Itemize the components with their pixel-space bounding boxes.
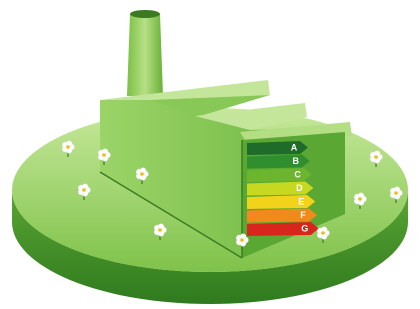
flower-center xyxy=(394,191,398,195)
flower-center xyxy=(374,155,378,159)
illustration: ABCDEFG xyxy=(0,0,420,309)
energy-class: C xyxy=(294,169,301,179)
flower-center xyxy=(321,231,325,235)
energy-bar xyxy=(247,168,312,182)
flower-center xyxy=(140,172,144,176)
chimney-top xyxy=(130,10,160,18)
energy-bar xyxy=(247,155,310,169)
energy-class: G xyxy=(301,223,308,233)
energy-bar xyxy=(247,141,308,155)
energy-class: A xyxy=(291,142,298,152)
flower-center xyxy=(82,188,86,192)
flower-center xyxy=(358,197,362,201)
energy-class: D xyxy=(296,183,303,193)
energy-class: B xyxy=(293,156,300,166)
energy-bar xyxy=(247,182,313,196)
flower-center xyxy=(66,145,70,149)
page: ABCDEFG (() => { const data = JSON.parse… xyxy=(0,0,420,309)
flower-center xyxy=(240,238,244,242)
flower-center xyxy=(102,153,106,157)
energy-class: E xyxy=(298,196,304,206)
flower-center xyxy=(158,228,162,232)
energy-class: F xyxy=(300,210,306,220)
energy-bar xyxy=(247,195,315,209)
energy-bar xyxy=(247,209,317,223)
chimney xyxy=(127,14,163,96)
